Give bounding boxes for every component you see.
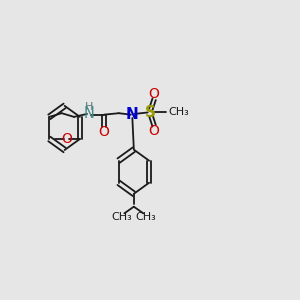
Text: O: O [61, 132, 72, 146]
Text: N: N [126, 107, 139, 122]
Text: CH₃: CH₃ [169, 107, 189, 118]
Text: S: S [145, 105, 155, 120]
Text: N: N [83, 106, 94, 122]
Text: CH₃: CH₃ [112, 212, 132, 222]
Text: O: O [149, 87, 160, 101]
Text: CH₃: CH₃ [135, 212, 156, 222]
Text: O: O [149, 124, 160, 138]
Text: O: O [99, 124, 110, 139]
Text: H: H [85, 102, 93, 112]
